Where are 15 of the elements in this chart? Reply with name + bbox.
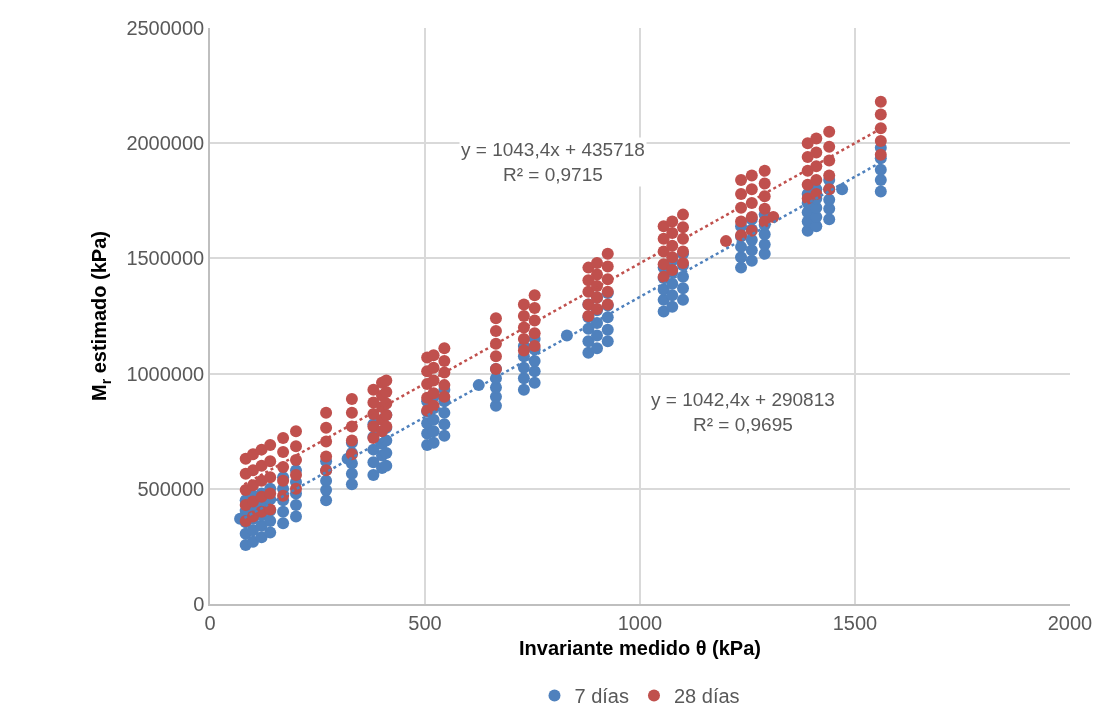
annotation: y = 1043,4x + 435718 R² = 0,9715: [461, 139, 645, 185]
y-tick-label: 2500000: [126, 17, 205, 39]
y-tick-label: 1500000: [126, 247, 205, 270]
x-tick-label: 1500: [832, 611, 878, 634]
x-tick-label: 2000: [1047, 611, 1093, 634]
legend-label: 28 días: [673, 685, 740, 708]
x-tick-label: 1000: [617, 611, 663, 634]
annotation: y = 1042,4x + 290813 R² = 0,9695: [651, 389, 835, 435]
x-tick-label: 500: [408, 611, 442, 634]
y-tick-label: 500000: [137, 477, 205, 500]
y-tick-label: 1000000: [126, 362, 205, 385]
y-tick-label: 0: [193, 593, 205, 615]
y-tick-label: 2000000: [126, 132, 205, 155]
legend-label: 7 días: [574, 685, 629, 708]
x-axis-title: Invariante medido θ (kPa): [519, 636, 761, 659]
